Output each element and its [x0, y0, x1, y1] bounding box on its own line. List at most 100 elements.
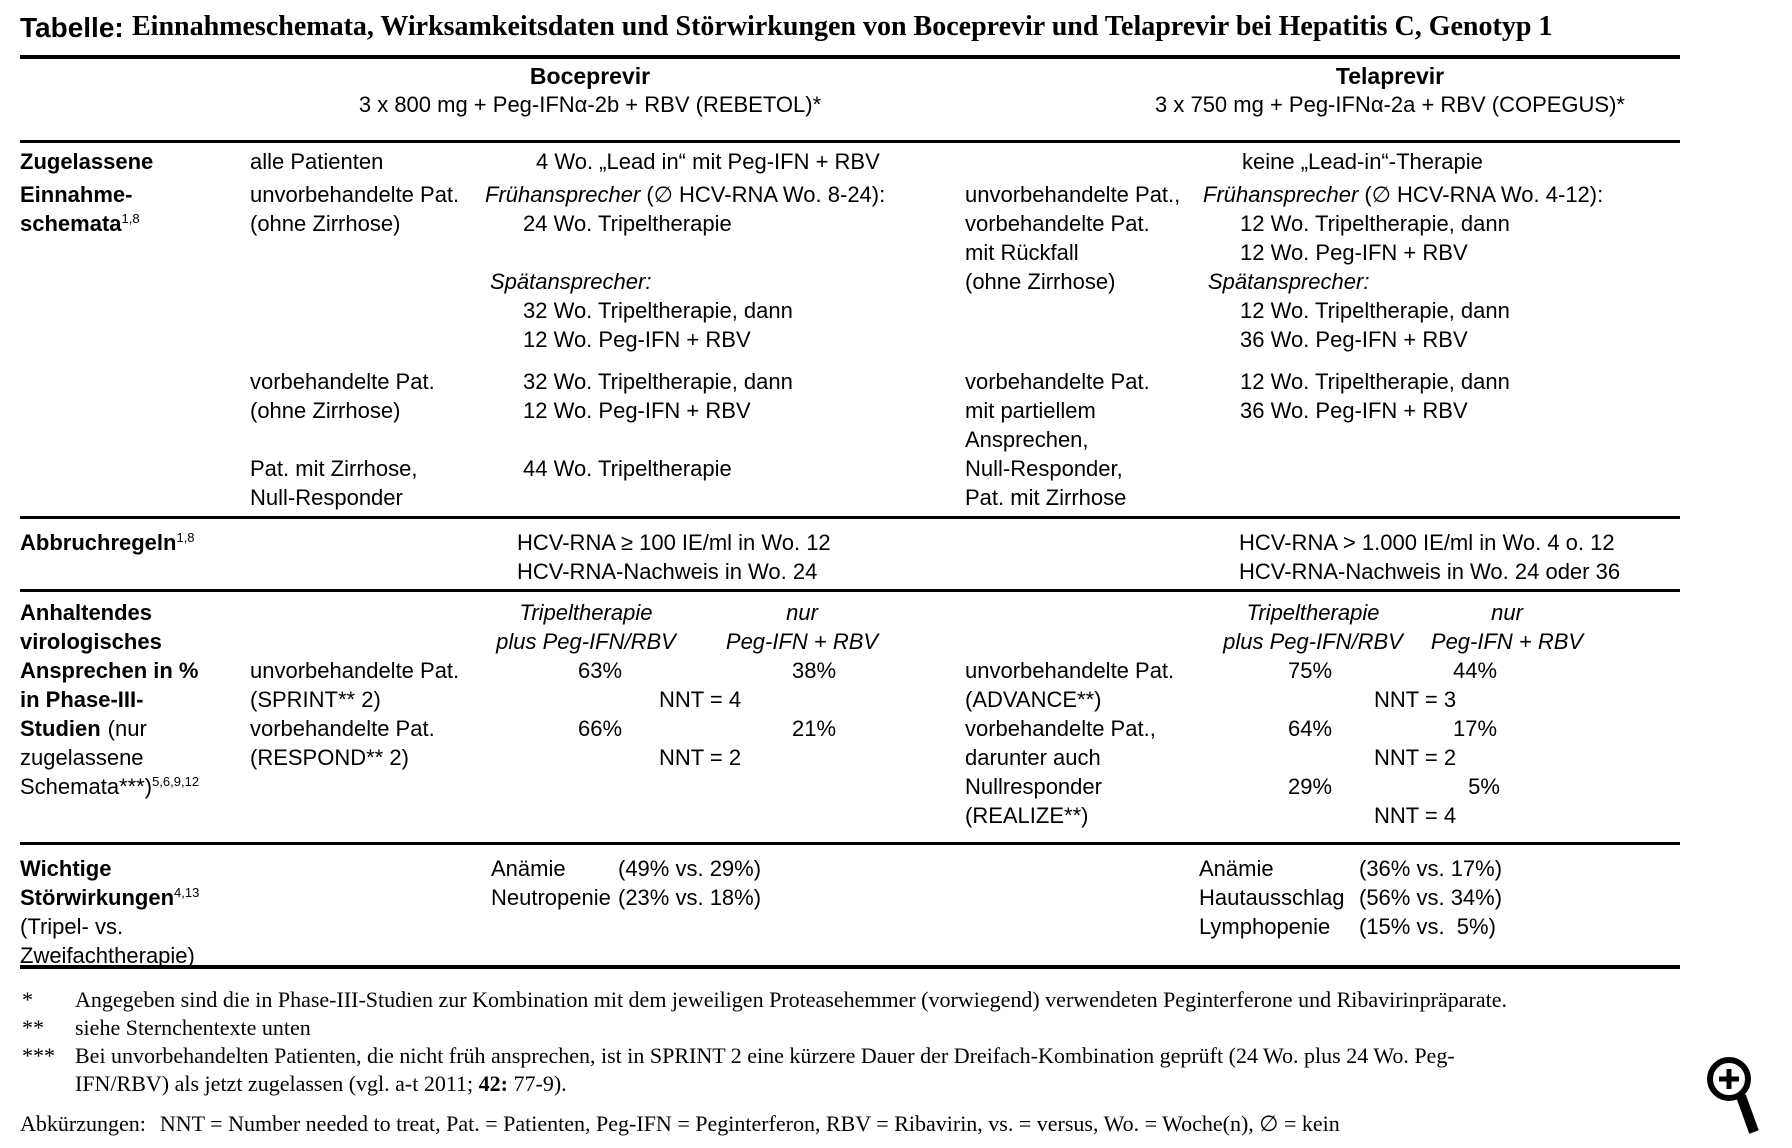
- abbreviations-label: Abkürzungen:: [20, 1111, 146, 1136]
- row-label-svr-6: zugelassene: [20, 745, 144, 770]
- footnote-3-citation-volume: 42:: [478, 1071, 508, 1096]
- row-label-svr-2: virologisches: [20, 629, 162, 654]
- row-label-svr-ref: 5,6,9,12: [152, 774, 200, 789]
- tel-early-line2: 12 Wo. Peg-IFN + RBV: [1240, 240, 1468, 265]
- telaprevir-dose: 3 x 750 mg + Peg-IFNα-2a + RBV (COPEGUS)…: [1155, 92, 1625, 117]
- tel-svr-g2-r1-triple: 64%: [1287, 716, 1333, 741]
- tel-svr-g1-nnt: NNT = 3: [1373, 687, 1457, 712]
- row-label-adverse-3: (Tripel- vs.: [20, 914, 124, 939]
- tel-svr-g2-r1-nnt: NNT = 2: [1373, 745, 1457, 770]
- row-label-adverse-2-text: Störwirkungen: [20, 885, 175, 910]
- tel-early-responder: Frühansprecher (∅ HCV-RNA Wo. 4-12):: [1203, 181, 1603, 209]
- tel-adverse-1-value: (36% vs. 17%): [1359, 856, 1503, 881]
- tel-svr-g1-p1: unvorbehandelte Pat.: [965, 658, 1175, 683]
- row-label-abbruchregeln-ref: 1,8: [176, 530, 195, 545]
- tel-svr-g2-r2-nnt: NNT = 4: [1373, 803, 1457, 828]
- footnote-2-text: siehe Sternchentexte unten: [75, 1015, 311, 1040]
- boc-cirrhosis-p1: Pat. mit Zirrhose,: [250, 456, 418, 481]
- rule-under-title: [20, 55, 1680, 59]
- footnote-1-text: Angegeben sind die in Phase-III-Studien …: [75, 987, 1507, 1012]
- boc-svr-g1-p1: unvorbehandelte Pat.: [250, 658, 460, 683]
- tel-head-triple-1: Tripeltherapie: [1246, 600, 1380, 625]
- boc-svr-g2-nnt: NNT = 2: [658, 745, 742, 770]
- tel-svr-g1-dual: 44%: [1452, 658, 1498, 683]
- tel-adverse-3-name: Lymphopenie: [1199, 914, 1331, 939]
- row-label-svr-4: in Phase-III-: [20, 687, 144, 712]
- boc-cirrhosis-p2: Null-Responder: [250, 485, 403, 510]
- row-label-svr-5-bold: Studien: [20, 716, 101, 741]
- tel-pretreated-p1: vorbehandelte Pat.: [965, 369, 1150, 394]
- tel-stop-rule-1: HCV-RNA > 1.000 IE/ml in Wo. 4 o. 12: [1239, 530, 1615, 555]
- tel-early-line1: 12 Wo. Tripeltherapie, dann: [1240, 211, 1510, 236]
- row-label-svr-5-normal: (nur: [107, 716, 147, 741]
- tel-adverse-2-value: (56% vs. 34%): [1359, 885, 1503, 910]
- tel-head-dual-1: nur: [1491, 600, 1523, 625]
- rule-section-2: [20, 589, 1680, 592]
- tel-svr-g2-r1-dual: 17%: [1452, 716, 1498, 741]
- tel-pretreated-p5: Pat. mit Zirrhose: [965, 485, 1127, 510]
- tel-svr-g2-p4: (REALIZE**): [965, 803, 1089, 828]
- tel-no-lead-in: keine „Lead-in“-Therapie: [1242, 149, 1483, 174]
- zoom-in-icon[interactable]: [1706, 1056, 1760, 1138]
- row-label-svr-1: Anhaltendes: [20, 600, 153, 625]
- boc-svr-g1-p2: (SPRINT** 2): [250, 687, 381, 712]
- tel-untreated-p4: (ohne Zirrhose): [965, 269, 1116, 294]
- row-label-abbruchregeln-text: Abbruchregeln: [20, 530, 177, 555]
- boc-late-line2: 12 Wo. Peg-IFN + RBV: [523, 327, 751, 352]
- tel-adverse-1-name: Anämie: [1199, 856, 1274, 881]
- tel-early-label: Frühansprecher: [1203, 182, 1359, 207]
- boc-pretreated-p1: vorbehandelte Pat.: [250, 369, 435, 394]
- tel-svr-g2-r2-dual: 5%: [1468, 774, 1500, 799]
- boc-adverse-1-name: Anämie: [491, 856, 566, 881]
- boc-pretreated-p2: (ohne Zirrhose): [250, 398, 401, 423]
- boc-stop-rule-2: HCV-RNA-Nachweis in Wo. 24: [517, 559, 818, 584]
- boc-svr-g2-dual: 21%: [791, 716, 837, 741]
- footnote-3-citation-post: 77-9).: [508, 1071, 567, 1096]
- tel-head-triple-2: plus Peg-IFN/RBV: [1223, 629, 1403, 654]
- row-label-schemata-ref: 1,8: [121, 211, 140, 226]
- boc-svr-g1-nnt: NNT = 4: [658, 687, 742, 712]
- boc-head-dual-1: nur: [786, 600, 818, 625]
- footnote-3-marker: ***: [22, 1043, 55, 1068]
- tel-late-line2: 36 Wo. Peg-IFN + RBV: [1240, 327, 1468, 352]
- abbreviations-line: Abkürzungen: NNT = Number needed to treat…: [20, 1110, 1340, 1138]
- boc-svr-g1-triple: 63%: [577, 658, 623, 683]
- footnote-3-citation-pre: IFN/RBV) als jetzt zugelassen (vgl. a-t …: [75, 1071, 479, 1096]
- boc-early-line1: 24 Wo. Tripeltherapie: [523, 211, 732, 236]
- table-title-prefix: Tabelle:: [20, 12, 124, 43]
- boc-early-criteria: (∅ HCV-RNA Wo. 8-24):: [640, 182, 886, 207]
- row-label-schemata-1: Zugelassene: [20, 149, 154, 174]
- tel-pretreated-p2: mit partiellem: [965, 398, 1096, 423]
- boc-untreated-p2: (ohne Zirrhose): [250, 211, 401, 236]
- boc-early-responder: Frühansprecher (∅ HCV-RNA Wo. 8-24):: [485, 181, 885, 209]
- boc-cirrhosis-l1: 44 Wo. Tripeltherapie: [523, 456, 732, 481]
- boc-late-line1: 32 Wo. Tripeltherapie, dann: [523, 298, 793, 323]
- col-header-telaprevir: Telaprevir: [1335, 63, 1445, 89]
- tel-svr-g2-p2: darunter auch: [965, 745, 1101, 770]
- boc-lead-in: 4 Wo. „Lead in“ mit Peg-IFN + RBV: [536, 149, 880, 174]
- row-label-svr-3: Ansprechen in %: [20, 658, 199, 683]
- tel-svr-g2-p1: vorbehandelte Pat.,: [965, 716, 1156, 741]
- rule-section-3: [20, 842, 1680, 845]
- boc-untreated-p1: unvorbehandelte Pat.: [250, 182, 460, 207]
- boc-head-dual-2: Peg-IFN + RBV: [725, 629, 879, 654]
- rule-under-header: [20, 140, 1680, 143]
- row-label-schemata-3: schemata1,8: [20, 210, 140, 241]
- col-header-boceprevir: Boceprevir: [529, 63, 651, 89]
- boc-svr-g2-p1: vorbehandelte Pat.: [250, 716, 435, 741]
- boceprevir-dose: 3 x 800 mg + Peg-IFNα-2b + RBV (REBETOL)…: [358, 92, 822, 117]
- tel-late-label: Spätansprecher:: [1208, 269, 1370, 294]
- tel-pretreated-p3: Ansprechen,: [965, 427, 1089, 452]
- tel-adverse-2-name: Hautausschlag: [1199, 885, 1345, 910]
- tel-late-line1: 12 Wo. Tripeltherapie, dann: [1240, 298, 1510, 323]
- boc-head-triple-1: Tripeltherapie: [519, 600, 653, 625]
- tel-stop-rule-2: HCV-RNA-Nachweis in Wo. 24 oder 36: [1239, 559, 1621, 584]
- boc-svr-g2-triple: 66%: [577, 716, 623, 741]
- boc-adverse-2-name: Neutropenie: [491, 885, 611, 910]
- tel-pretreated-l2: 36 Wo. Peg-IFN + RBV: [1240, 398, 1468, 423]
- tel-head-dual-2: Peg-IFN + RBV: [1430, 629, 1584, 654]
- footnote-3-text-1: Bei unvorbehandelten Patienten, die nich…: [75, 1043, 1455, 1068]
- row-label-svr-7: Schemata***)5,6,9,12: [20, 773, 199, 804]
- boc-stop-rule-1: HCV-RNA ≥ 100 IE/ml in Wo. 12: [517, 530, 831, 555]
- boc-adverse-1-value: (49% vs. 29%): [618, 856, 762, 881]
